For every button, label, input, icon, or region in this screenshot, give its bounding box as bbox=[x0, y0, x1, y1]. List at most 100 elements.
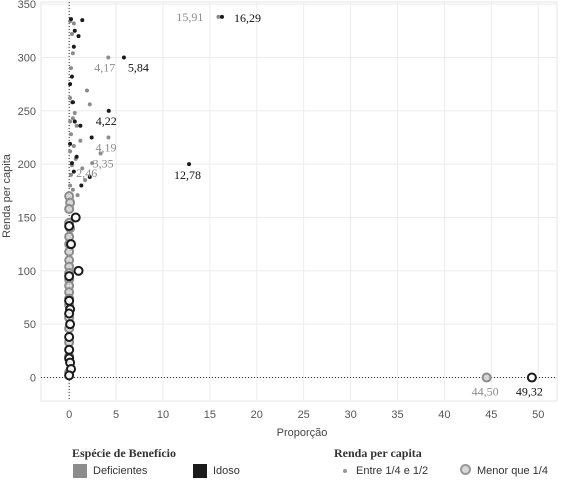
point-idoso-entre bbox=[70, 100, 75, 105]
legend-marker-small bbox=[343, 469, 347, 473]
point-idoso-entre bbox=[121, 55, 126, 60]
x-tick-label: 35 bbox=[391, 409, 403, 421]
point-deficientes-entre bbox=[70, 51, 75, 56]
y-tick-labels: 0 50 100 150 200 250 300 350 bbox=[18, 0, 36, 385]
data-label: 15,91 bbox=[176, 10, 203, 24]
x-tick-label: 25 bbox=[298, 409, 310, 421]
point-deficientes-entre bbox=[68, 119, 73, 124]
point-idoso-menor bbox=[64, 370, 75, 381]
point-idoso-menor bbox=[66, 239, 77, 250]
point-idoso-entre bbox=[69, 17, 74, 22]
y-axis-title: Renda per capita bbox=[1, 153, 13, 238]
legend-marker-large bbox=[460, 464, 471, 475]
data-label: 4,17 bbox=[94, 60, 115, 74]
point-idoso-entre bbox=[106, 108, 111, 113]
point-idoso-entre bbox=[89, 135, 94, 140]
legend-color-title: Espécie de Benefício bbox=[72, 446, 176, 460]
point-deficientes-entre bbox=[72, 110, 77, 115]
y-tick-label: 250 bbox=[18, 106, 36, 118]
data-points bbox=[64, 14, 537, 383]
data-label: 4,19 bbox=[95, 140, 116, 154]
point-idoso-entre bbox=[87, 174, 92, 179]
x-tick-label: 0 bbox=[66, 409, 72, 421]
x-tick-label: 5 bbox=[113, 409, 119, 421]
point-deficientes-menor bbox=[481, 372, 492, 383]
y-tick-label: 350 bbox=[18, 0, 36, 11]
point-idoso-entre bbox=[71, 44, 76, 49]
x-tick-label: 50 bbox=[532, 409, 544, 421]
point-idoso-entre bbox=[78, 123, 83, 128]
y-tick-label: 50 bbox=[24, 319, 36, 331]
data-label: 5,84 bbox=[128, 60, 149, 74]
data-label: 3,35 bbox=[93, 156, 114, 170]
point-idoso-entre bbox=[76, 34, 81, 39]
point-deficientes-entre bbox=[83, 178, 88, 183]
point-deficientes-entre bbox=[84, 88, 89, 93]
point-deficientes-menor bbox=[64, 203, 75, 214]
legend-item-entre: Entre 1/4 e 1/2 bbox=[356, 465, 429, 477]
point-idoso-entre bbox=[68, 141, 73, 146]
point-idoso-menor bbox=[526, 372, 537, 383]
x-tick-label: 30 bbox=[344, 409, 356, 421]
point-idoso-menor bbox=[64, 331, 75, 342]
point-deficientes-entre bbox=[106, 135, 111, 140]
x-tick-label: 10 bbox=[157, 409, 169, 421]
data-label: 44,50 bbox=[472, 385, 499, 399]
data-label: 12,78 bbox=[174, 168, 201, 182]
x-tick-label: 20 bbox=[251, 409, 263, 421]
y-tick-label: 200 bbox=[18, 159, 36, 171]
legend-swatch-deficientes bbox=[73, 464, 87, 478]
point-idoso-entre bbox=[69, 74, 74, 79]
point-deficientes-entre bbox=[69, 32, 74, 37]
data-labels: 15,91 4,17 4,19 3,352,46 16,29 5,84 4,22 12,78 4… bbox=[76, 10, 543, 399]
point-deficientes-entre bbox=[80, 166, 85, 171]
point-idoso-entre bbox=[69, 161, 74, 166]
point-idoso-menor bbox=[70, 212, 81, 223]
x-tick-labels: 0 5 10 15 20 25 30 35 40 45 50 bbox=[66, 409, 544, 421]
legend-item-idoso: Idoso bbox=[213, 465, 240, 477]
point-deficientes-entre bbox=[68, 183, 73, 188]
x-tick-label: 15 bbox=[204, 409, 216, 421]
legend-item-menor: Menor que 1/4 bbox=[477, 465, 548, 477]
point-deficientes-entre bbox=[106, 55, 111, 60]
point-idoso-entre bbox=[74, 154, 79, 159]
plot-area bbox=[40, 1, 558, 402]
legend-size-title: Renda per capita bbox=[334, 446, 422, 460]
point-idoso-entre bbox=[79, 183, 84, 188]
point-idoso-entre bbox=[80, 18, 85, 23]
y-tick-label: 0 bbox=[30, 373, 36, 385]
point-deficientes-entre bbox=[69, 172, 74, 177]
point-idoso-entre bbox=[71, 169, 76, 174]
legend-item-deficientes: Deficientes bbox=[93, 465, 148, 477]
point-idoso-menor bbox=[64, 308, 75, 319]
point-deficientes-entre bbox=[98, 151, 103, 156]
point-deficientes-entre bbox=[68, 96, 73, 101]
data-label: 49,32 bbox=[516, 385, 543, 399]
point-deficientes-entre bbox=[70, 116, 75, 121]
point-idoso-entre bbox=[72, 28, 77, 33]
point-deficientes-entre bbox=[216, 14, 221, 19]
data-label: 2,46 bbox=[76, 166, 97, 180]
point-deficientes-entre bbox=[74, 123, 79, 128]
data-label: 4,22 bbox=[96, 114, 117, 128]
point-idoso-menor bbox=[64, 344, 75, 355]
point-idoso-entre bbox=[68, 82, 73, 87]
point-idoso-menor bbox=[65, 319, 76, 330]
point-deficientes-entre bbox=[68, 149, 73, 154]
x-tick-label: 40 bbox=[438, 409, 450, 421]
point-idoso-menor bbox=[73, 265, 84, 276]
point-idoso-menor bbox=[64, 221, 75, 232]
point-idoso-entre bbox=[219, 14, 224, 19]
point-idoso-menor bbox=[64, 271, 75, 282]
y-tick-label: 150 bbox=[18, 213, 36, 225]
point-deficientes-entre bbox=[78, 138, 83, 143]
point-deficientes-entre bbox=[71, 21, 76, 26]
data-label: 16,29 bbox=[234, 11, 261, 25]
point-deficientes-entre bbox=[90, 161, 95, 166]
legend-swatch-idoso bbox=[193, 464, 207, 478]
point-deficientes-entre bbox=[75, 193, 80, 198]
x-axis-title: Proporção bbox=[277, 427, 328, 439]
y-tick-label: 100 bbox=[18, 266, 36, 278]
point-deficientes-entre bbox=[69, 132, 74, 137]
point-idoso-menor bbox=[64, 295, 75, 306]
